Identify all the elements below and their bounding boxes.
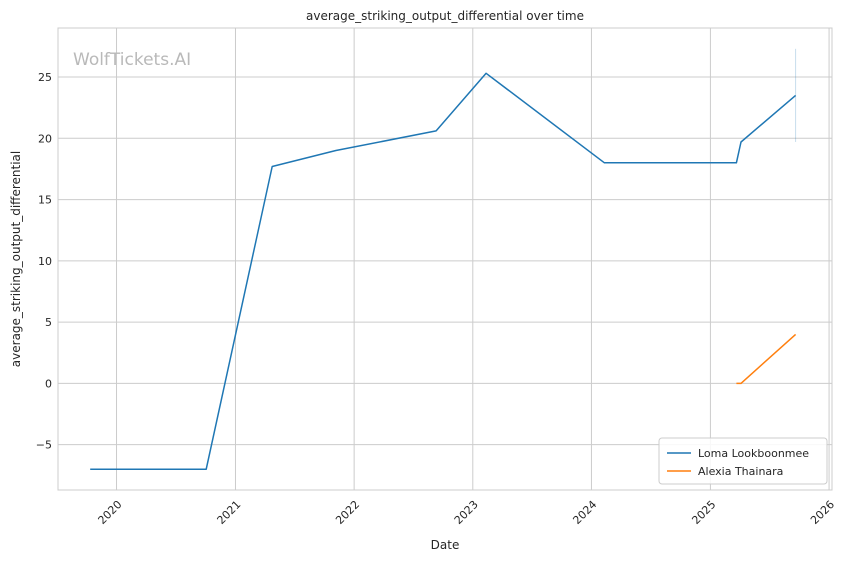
x-tick-label: 2026 <box>808 498 837 527</box>
axes-frame <box>57 27 833 491</box>
legend-label-alexia: Alexia Thainara <box>698 465 783 478</box>
chart-title: average_striking_output_differential ove… <box>306 9 584 23</box>
y-tick-label: −5 <box>36 439 52 452</box>
grid-lines <box>58 28 832 490</box>
x-tick-label: 2023 <box>452 498 481 527</box>
y-tick-label: 0 <box>45 377 52 390</box>
y-tick-label: 5 <box>45 316 52 329</box>
x-axis-label: Date <box>431 538 460 552</box>
series-line-loma-lookboonmee <box>90 72 797 470</box>
y-tick-label: 20 <box>38 132 52 145</box>
series-lines <box>90 48 797 470</box>
x-tick-label: 2024 <box>570 498 599 527</box>
x-tick-label: 2021 <box>215 498 244 527</box>
x-tick-label: 2025 <box>689 498 718 527</box>
watermark: WolfTickets.AI <box>73 50 191 70</box>
legend-box <box>658 437 828 485</box>
y-axis-label: average_striking_output_differential <box>9 151 23 367</box>
y-tick-label: 15 <box>38 194 52 207</box>
x-tick-label: 2020 <box>96 498 125 527</box>
y-tick-label: 25 <box>38 71 52 84</box>
series-line-alexia-thainara <box>736 333 797 385</box>
y-tick-label: 10 <box>38 255 52 268</box>
x-tick-label: 2022 <box>333 498 362 527</box>
legend-label-loma: Loma Lookboonmee <box>698 447 809 460</box>
plot-frame <box>57 27 833 491</box>
legend: Loma Lookboonmee Alexia Thainara <box>658 437 828 485</box>
